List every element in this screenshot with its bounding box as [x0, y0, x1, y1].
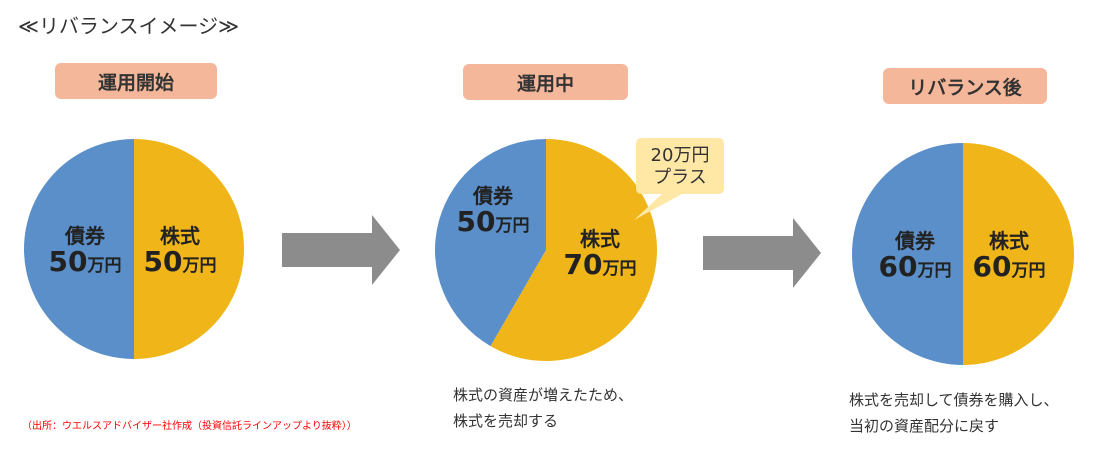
pie-chart-start: [24, 139, 244, 359]
pie-slice-stock: [134, 139, 244, 359]
segment-name: 株式: [160, 224, 200, 248]
callout-bubble: [634, 138, 724, 220]
stage-label-during: 運用中: [463, 64, 628, 100]
source-note: （出所：ウエルスアドバイザー社作成（投資信託ラインアップより抜粋））: [22, 421, 357, 432]
segment-amount: 60: [878, 250, 918, 283]
segment-amount: 50: [48, 245, 88, 278]
page-title: ≪リバランスイメージ≫: [18, 14, 240, 38]
segment-unit: 万円: [602, 259, 637, 279]
caption-after: 株式を売却して債券を購入し、 当初の資産配分に戻す: [849, 387, 1059, 440]
pie-after-stock-label: 株式 60万円: [964, 230, 1054, 283]
segment-unit: 万円: [182, 256, 217, 276]
segment-unit: 万円: [87, 256, 122, 276]
segment-amount: 60: [972, 250, 1012, 283]
right-arrow-icon: [282, 215, 400, 285]
pie-slice-stock: [963, 143, 1074, 365]
callout-line: 20万円: [650, 145, 710, 166]
segment-name: 株式: [989, 229, 1029, 253]
caption-line: 株式の資産が増えたため、: [453, 386, 634, 404]
right-arrow-icon: [703, 218, 821, 288]
caption-line: 株式を売却する: [453, 412, 559, 431]
caption-during: 株式の資産が増えたため、 株式を売却する: [453, 382, 633, 435]
pie-chart-during: [435, 139, 657, 362]
segment-name: 債券: [473, 184, 513, 208]
pie-during-stock-label: 株式 70万円: [552, 228, 648, 281]
segment-name: 株式: [580, 227, 620, 251]
segment-name: 債券: [65, 224, 105, 248]
stage-label-after: リバランス後: [883, 68, 1047, 104]
pie-slice-bond: [435, 139, 546, 347]
pie-start-bond-label: 債券 50万円: [45, 225, 125, 278]
segment-amount: 50: [456, 205, 496, 238]
pie-during-bond-label: 債券 50万円: [448, 185, 538, 238]
segment-unit: 万円: [495, 216, 530, 236]
caption-line: 株式を売却して債券を購入し、: [849, 391, 1059, 409]
stage-label-start: 運用開始: [55, 63, 217, 99]
segment-unit: 万円: [917, 261, 952, 281]
segment-unit: 万円: [1011, 261, 1046, 281]
callout-text: 20万円 プラス: [636, 145, 724, 188]
pie-start-stock-label: 株式 50万円: [140, 225, 220, 278]
pie-slice-bond: [852, 143, 963, 365]
pie-slice-stock: [490, 139, 657, 362]
pie-chart-after: [852, 143, 1074, 365]
pie-after-bond-label: 債券 60万円: [870, 230, 960, 283]
segment-amount: 50: [143, 245, 183, 278]
callout-line: プラス: [653, 166, 707, 188]
segment-amount: 70: [563, 248, 603, 281]
caption-line: 当初の資産配分に戻す: [849, 417, 1000, 436]
pie-slice-bond: [24, 139, 134, 359]
segment-name: 債券: [895, 229, 935, 253]
